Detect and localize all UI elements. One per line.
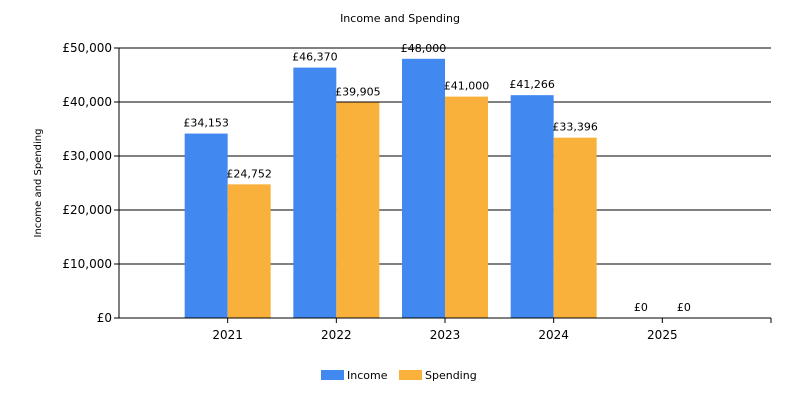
bar-spending-2022 xyxy=(336,102,380,318)
y-tick-label: £0 xyxy=(97,311,112,325)
bar-spending-2023 xyxy=(445,96,488,318)
data-labels: £34,153 £24,752 £46,370 £39,905 £48,000 £41,0… xyxy=(183,42,690,314)
legend-swatch-income xyxy=(321,370,344,380)
bar-income-2021 xyxy=(184,133,228,318)
data-label-income-2024: £41,266 xyxy=(509,78,555,91)
bar-spending-2021 xyxy=(227,184,271,318)
y-tick-label: £10,000 xyxy=(62,257,112,271)
data-label-spending-2022: £39,905 xyxy=(335,86,381,99)
data-label-spending-2025: £0 xyxy=(677,301,691,314)
x-tick-label-2022: 2022 xyxy=(321,328,352,342)
data-label-spending-2023: £41,000 xyxy=(444,80,490,93)
data-label-income-2025: £0 xyxy=(634,301,648,314)
x-axis-ticks: 2021 2022 2023 2024 2025 xyxy=(212,318,772,342)
bar-income-2023 xyxy=(402,58,445,319)
data-label-income-2023: £48,000 xyxy=(401,42,447,55)
x-tick-label-2023: 2023 xyxy=(430,328,461,342)
x-tick-label-2024: 2024 xyxy=(538,328,569,342)
legend-label-spending: Spending xyxy=(425,369,477,382)
y-axis-ticks: £0 £10,000 £20,000 £30,000 £40,000 £50,000 xyxy=(62,41,119,325)
data-label-income-2022: £46,370 xyxy=(292,51,338,64)
data-label-spending-2024: £33,396 xyxy=(552,121,598,134)
y-tick-label: £50,000 xyxy=(62,41,112,55)
legend-label-income: Income xyxy=(347,369,388,382)
bar-income-2024 xyxy=(510,95,554,318)
legend-swatch-spending xyxy=(399,370,422,380)
legend: Income Spending xyxy=(321,369,477,382)
x-tick-label-2025: 2025 xyxy=(647,328,678,342)
bar-spending-2024 xyxy=(553,137,597,318)
y-tick-label: £40,000 xyxy=(62,95,112,109)
y-tick-label: £20,000 xyxy=(62,203,112,217)
y-tick-label: £30,000 xyxy=(62,149,112,163)
bar-income-2022 xyxy=(293,67,337,319)
chart-title: Income and Spending xyxy=(340,12,460,25)
y-axis-label: Income and Spending xyxy=(33,129,44,238)
x-tick-label-2021: 2021 xyxy=(212,328,243,342)
data-label-income-2021: £34,153 xyxy=(183,117,229,130)
bars xyxy=(184,58,597,319)
data-label-spending-2021: £24,752 xyxy=(226,167,272,180)
